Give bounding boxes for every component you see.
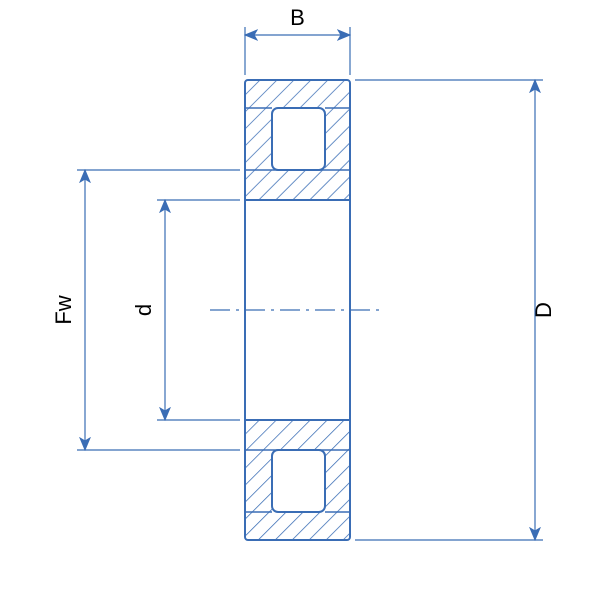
roller-top [272, 108, 325, 170]
roller-bottom [272, 450, 325, 512]
dim-label-D: D [531, 302, 556, 318]
bearing-cross-section-diagram: Bd Fw D [0, 0, 600, 600]
dim-label-B: B [290, 5, 305, 30]
dim-label-Fw: Fw [51, 295, 76, 324]
geometry-group [210, 80, 385, 540]
dim-label-d: d [131, 304, 156, 316]
